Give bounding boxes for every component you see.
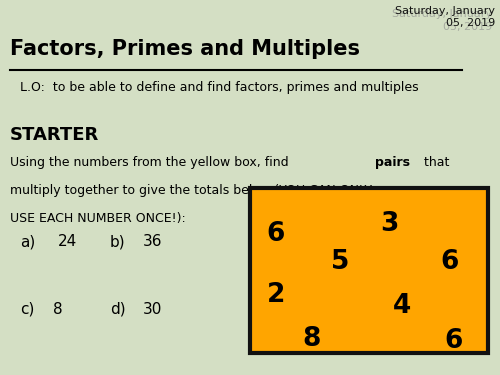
- Text: c): c): [20, 302, 34, 317]
- Text: 6: 6: [440, 249, 458, 275]
- Text: 2: 2: [266, 282, 285, 308]
- Text: a): a): [20, 234, 35, 249]
- Text: 30: 30: [142, 302, 162, 317]
- Text: Saturday, January
05, 2019: Saturday, January 05, 2019: [395, 6, 495, 28]
- Text: L.O:  to be able to define and find factors, primes and multiples: L.O: to be able to define and find facto…: [20, 81, 418, 94]
- Text: USE EACH NUMBER ONCE!):: USE EACH NUMBER ONCE!):: [10, 212, 186, 225]
- Text: multiply together to give the totals below (YOU CAN ONLY: multiply together to give the totals bel…: [10, 184, 372, 197]
- Text: 36: 36: [142, 234, 162, 249]
- Text: 8: 8: [52, 302, 62, 317]
- Text: 8: 8: [302, 326, 320, 352]
- Text: pairs: pairs: [374, 156, 410, 169]
- Text: 5: 5: [331, 249, 349, 275]
- Text: 6: 6: [445, 328, 463, 354]
- Text: Using the numbers from the yellow box, find: Using the numbers from the yellow box, f…: [10, 156, 292, 169]
- Text: 3: 3: [380, 211, 399, 237]
- FancyBboxPatch shape: [250, 188, 488, 352]
- Text: that: that: [420, 156, 449, 169]
- Text: 24: 24: [58, 234, 77, 249]
- Text: b): b): [110, 234, 126, 249]
- Text: Saturday, January
05, 2019: Saturday, January 05, 2019: [392, 9, 492, 32]
- Text: Factors, Primes and Multiples: Factors, Primes and Multiples: [10, 39, 360, 59]
- Text: d): d): [110, 302, 126, 317]
- Text: STARTER: STARTER: [10, 126, 99, 144]
- Text: 6: 6: [266, 221, 285, 247]
- Text: 4: 4: [392, 293, 410, 319]
